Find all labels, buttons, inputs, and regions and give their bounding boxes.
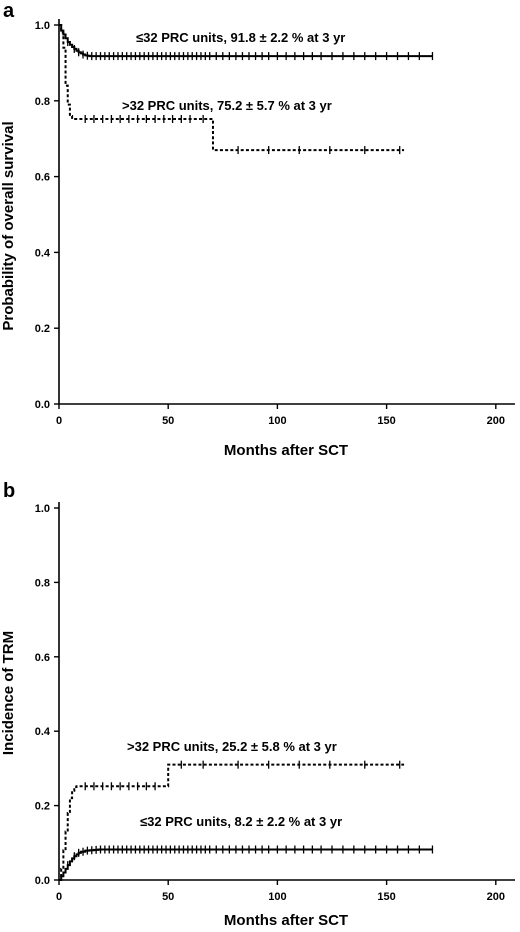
panel-b-xtick-label: 50 [162,891,174,903]
panel-b-xtick-label: 100 [268,891,286,903]
panel-a-ytick-label: 0.2 [35,323,50,335]
panel-a-curve-gt32 [59,24,405,152]
panel-a-annotation-le32: ≤32 PRC units, 91.8 ± 2.2 % at 3 yr [136,30,345,45]
panel-b-curve-gt32 [59,763,405,881]
panel-b-trm-incidence: b Incidence of TRM Months after SCT >32 … [0,480,515,929]
panel-a-xtick-label: 50 [162,415,174,427]
panel-a-annotation-gt32: >32 PRC units, 75.2 ± 5.7 % at 3 yr [122,98,332,113]
panel-b-ytick-label: 0.8 [35,577,50,589]
panel-b-ytick-label: 1.0 [35,503,50,515]
panel-a-xtick-label: 100 [268,415,286,427]
panel-a-ytick-label: 0.8 [35,96,50,108]
panel-b-xtick-label: 200 [487,891,505,903]
panel-a-ytick-label: 0.4 [35,247,51,259]
panel-a-ylabel: Probability of overall survival [0,121,17,330]
panel-a-xtick-label: 0 [56,415,62,427]
panel-b-ytick-label: 0.0 [35,875,50,887]
panel-b-curve-le32 [59,848,433,881]
panel-a-xtick-label: 200 [487,415,505,427]
panel-b-ytick-label: 0.2 [35,801,50,813]
panel-b-ytick-label: 0.6 [35,652,50,664]
panel-a-ytick-label: 0.6 [35,172,50,184]
panel-b-ytick-label: 0.4 [35,726,51,738]
panel-b-ylabel: Incidence of TRM [0,631,17,755]
panel-a-letter: a [3,0,15,22]
panel-a-overall-survival: a Probability of overall survival Months… [0,0,515,459]
panel-b-xtick-label: 150 [377,891,395,903]
panel-b-annotation-gt32: >32 PRC units, 25.2 ± 5.8 % at 3 yr [127,739,337,754]
panel-b-annotation-le32: ≤32 PRC units, 8.2 ± 2.2 % at 3 yr [140,814,342,829]
panel-b-xtick-label: 0 [56,891,62,903]
panel-a-xlabel: Months after SCT [224,442,348,459]
panel-a-ytick-label: 0.0 [35,399,50,411]
panel-b-xlabel: Months after SCT [224,912,348,929]
panel-a-ytick-label: 1.0 [35,20,50,32]
panel-b-letter: b [3,480,15,502]
panel-a-xtick-label: 150 [377,415,395,427]
